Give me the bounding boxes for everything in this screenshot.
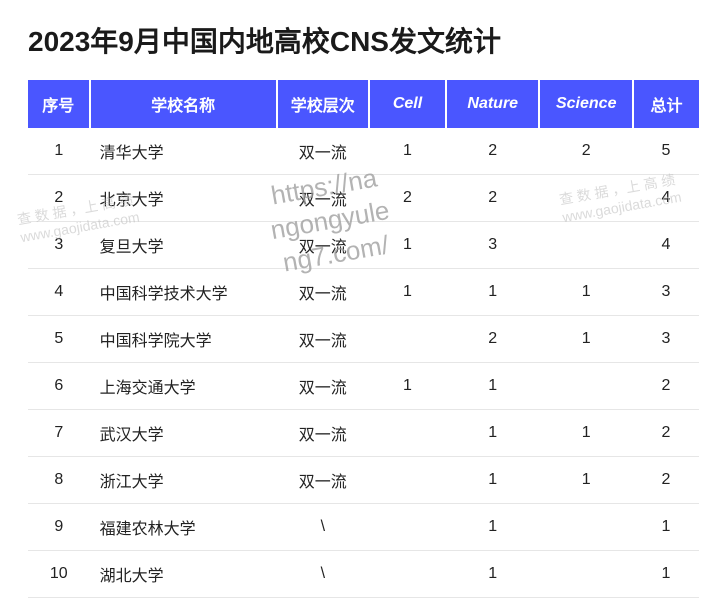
- cell-nature: 1: [446, 457, 540, 504]
- cell-total: 1: [633, 551, 699, 598]
- cell-tier: 双一流: [277, 316, 369, 363]
- col-header-seq: 序号: [28, 80, 90, 128]
- cell-nature: 1: [446, 504, 540, 551]
- cell-name: 中国科学技术大学: [90, 269, 277, 316]
- cell-nature: 1: [446, 363, 540, 410]
- table-row: 1清华大学双一流1225: [28, 128, 699, 175]
- cell-seq: 4: [28, 269, 90, 316]
- cell-seq: 1: [28, 128, 90, 175]
- cell-name: 武汉大学: [90, 410, 277, 457]
- table-row: 7武汉大学双一流112: [28, 410, 699, 457]
- cell-name: 北京大学: [90, 175, 277, 222]
- cell-science: 2: [539, 128, 633, 175]
- cell-tier: 双一流: [277, 457, 369, 504]
- cell-total: 3: [633, 269, 699, 316]
- cell-cell: [369, 457, 446, 504]
- cell-cell: 1: [369, 222, 446, 269]
- cell-cell: [369, 316, 446, 363]
- col-header-name: 学校名称: [90, 80, 277, 128]
- cell-total: 2: [633, 410, 699, 457]
- cell-total: 4: [633, 222, 699, 269]
- cell-seq: 6: [28, 363, 90, 410]
- table-row: 5中国科学院大学双一流 213: [28, 316, 699, 363]
- cell-seq: 2: [28, 175, 90, 222]
- cell-name: 中国科学院大学: [90, 316, 277, 363]
- table-row: 6上海交通大学双一流112: [28, 363, 699, 410]
- cell-seq: 8: [28, 457, 90, 504]
- cell-tier: 双一流: [277, 410, 369, 457]
- cell-seq: 3: [28, 222, 90, 269]
- cell-science: 1: [539, 457, 633, 504]
- cell-nature: 2: [446, 128, 540, 175]
- cell-science: [539, 222, 633, 269]
- cell-tier: 双一流: [277, 222, 369, 269]
- cell-nature: 2: [446, 175, 540, 222]
- cell-seq: 9: [28, 504, 90, 551]
- col-header-cell: Cell: [369, 80, 446, 128]
- cell-science: [539, 363, 633, 410]
- cell-cell: [369, 504, 446, 551]
- cell-tier: 双一流: [277, 175, 369, 222]
- cell-seq: 10: [28, 551, 90, 598]
- table-row: 9福建农林大学\ 1 1: [28, 504, 699, 551]
- cell-nature: 2: [446, 316, 540, 363]
- cell-tier: 双一流: [277, 363, 369, 410]
- table-row: 10湖北大学\ 1 1: [28, 551, 699, 598]
- cell-cell: 1: [369, 269, 446, 316]
- cell-name: 福建农林大学: [90, 504, 277, 551]
- col-header-total: 总计: [633, 80, 699, 128]
- page-title: 2023年9月中国内地高校CNS发文统计: [28, 20, 699, 60]
- cell-total: 4: [633, 175, 699, 222]
- cell-cell: [369, 551, 446, 598]
- cell-name: 湖北大学: [90, 551, 277, 598]
- cell-total: 2: [633, 457, 699, 504]
- cell-nature: 1: [446, 269, 540, 316]
- cell-name: 清华大学: [90, 128, 277, 175]
- cell-science: 1: [539, 410, 633, 457]
- cell-seq: 7: [28, 410, 90, 457]
- cell-nature: 1: [446, 551, 540, 598]
- cell-total: 2: [633, 363, 699, 410]
- cell-tier: \: [277, 504, 369, 551]
- cell-science: 1: [539, 316, 633, 363]
- table-header-row: 序号 学校名称 学校层次 Cell Nature Science 总计: [28, 80, 699, 128]
- table-row: 2北京大学双一流224: [28, 175, 699, 222]
- cell-science: 1: [539, 269, 633, 316]
- cell-total: 5: [633, 128, 699, 175]
- table-row: 4中国科学技术大学双一流1113: [28, 269, 699, 316]
- cell-nature: 1: [446, 410, 540, 457]
- cell-science: [539, 504, 633, 551]
- cell-science: [539, 551, 633, 598]
- cell-nature: 3: [446, 222, 540, 269]
- col-header-tier: 学校层次: [277, 80, 369, 128]
- col-header-science: Science: [539, 80, 633, 128]
- cell-seq: 5: [28, 316, 90, 363]
- table-row: 3复旦大学双一流134: [28, 222, 699, 269]
- cell-tier: \: [277, 551, 369, 598]
- cell-cell: 2: [369, 175, 446, 222]
- cell-science: [539, 175, 633, 222]
- cell-name: 浙江大学: [90, 457, 277, 504]
- col-header-nature: Nature: [446, 80, 540, 128]
- cell-tier: 双一流: [277, 269, 369, 316]
- cell-name: 复旦大学: [90, 222, 277, 269]
- cell-total: 1: [633, 504, 699, 551]
- cell-cell: 1: [369, 128, 446, 175]
- cns-table: 序号 学校名称 学校层次 Cell Nature Science 总计 1清华大…: [28, 80, 699, 598]
- cell-cell: 1: [369, 363, 446, 410]
- cell-total: 3: [633, 316, 699, 363]
- cell-cell: [369, 410, 446, 457]
- cell-tier: 双一流: [277, 128, 369, 175]
- table-row: 8浙江大学双一流112: [28, 457, 699, 504]
- cell-name: 上海交通大学: [90, 363, 277, 410]
